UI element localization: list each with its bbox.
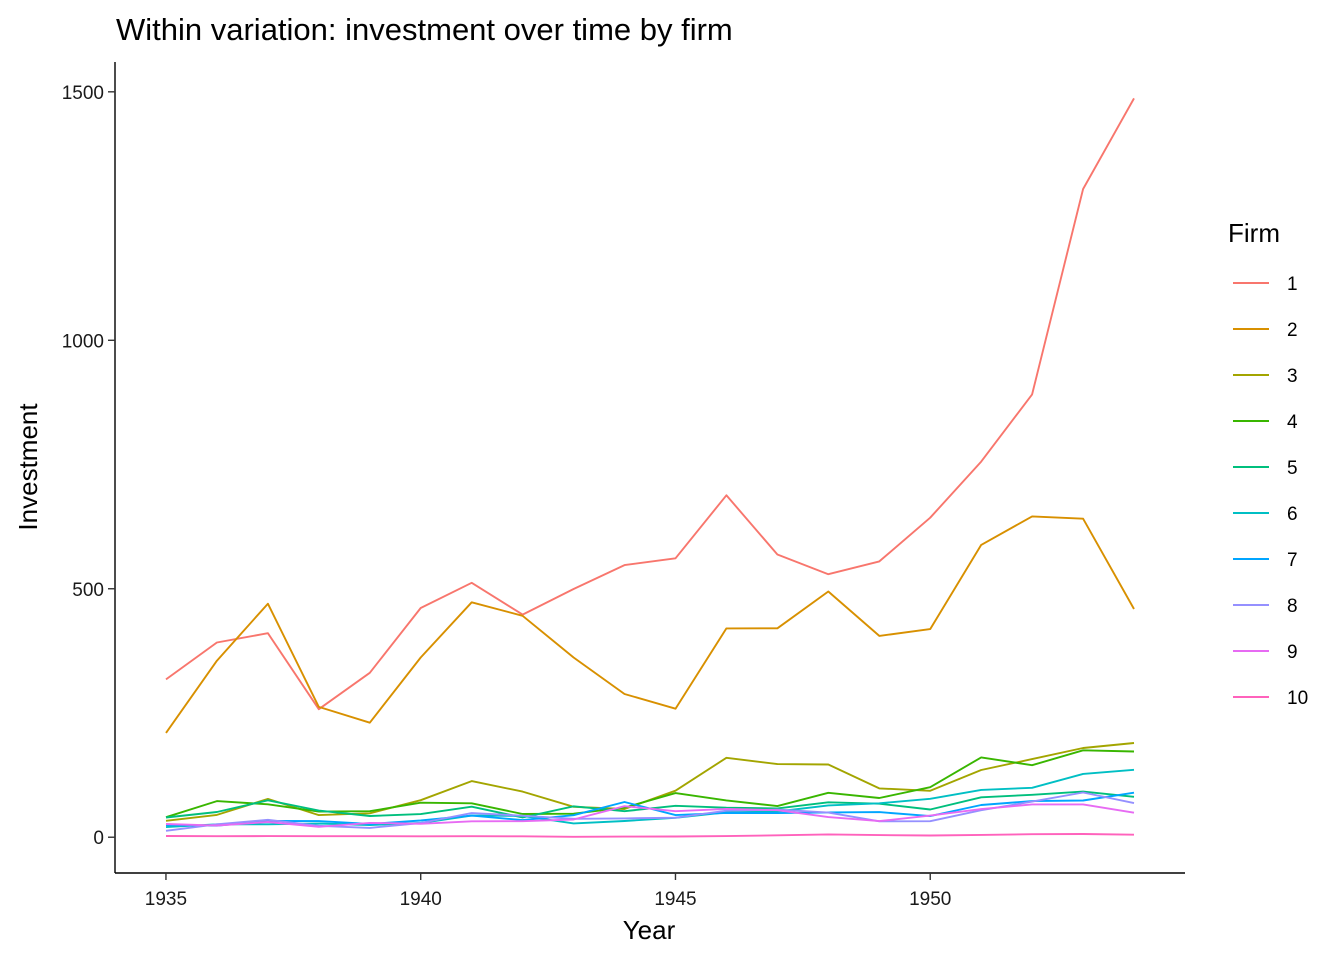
legend-label-firm-9: 9	[1287, 642, 1298, 663]
series-line-firm-9	[165, 803, 1135, 828]
x-axis-ticks: 1935 1940 1945 1950	[145, 873, 951, 910]
plot-area: 0 500 1000 1500 1935 1940 1945 1950	[62, 62, 1185, 910]
x-tick-label: 1950	[909, 889, 951, 910]
chart-title: Within variation: investment over time b…	[116, 12, 733, 47]
legend-label-firm-6: 6	[1287, 504, 1298, 525]
legend-item-firm-5: 5	[1233, 458, 1298, 479]
legend-item-firm-10: 10	[1233, 688, 1308, 709]
y-tick-label: 1000	[62, 331, 104, 352]
legend: Firm 1 2 3 4 5 6 7 8 9 10	[1228, 218, 1308, 709]
y-tick-label: 500	[72, 580, 104, 601]
legend-item-firm-3: 3	[1233, 366, 1298, 387]
legend-label-firm-8: 8	[1287, 596, 1298, 617]
series-line-firm-2	[165, 515, 1135, 734]
y-axis-ticks: 0 500 1000 1500	[62, 83, 115, 849]
series-line-firm-8	[165, 791, 1135, 832]
legend-label-firm-10: 10	[1287, 688, 1308, 709]
legend-item-firm-2: 2	[1233, 320, 1298, 341]
legend-item-firm-9: 9	[1233, 642, 1298, 663]
legend-label-firm-5: 5	[1287, 458, 1298, 479]
legend-items: 1 2 3 4 5 6 7 8 9 10	[1233, 274, 1308, 709]
x-tick-label: 1945	[654, 889, 696, 910]
legend-item-firm-8: 8	[1233, 596, 1298, 617]
x-tick-label: 1940	[400, 889, 442, 910]
legend-label-firm-4: 4	[1287, 412, 1298, 433]
series-layer	[165, 97, 1135, 838]
legend-label-firm-7: 7	[1287, 550, 1298, 571]
legend-item-firm-4: 4	[1233, 412, 1298, 433]
legend-item-firm-7: 7	[1233, 550, 1298, 571]
series-line-firm-6	[165, 768, 1135, 829]
series-line-firm-10	[165, 833, 1135, 838]
y-tick-label: 1500	[62, 83, 104, 104]
y-tick-label: 0	[93, 828, 104, 849]
y-axis-title: Investment	[13, 403, 43, 531]
legend-label-firm-3: 3	[1287, 366, 1298, 387]
series-line-firm-4	[165, 749, 1135, 819]
legend-label-firm-1: 1	[1287, 274, 1298, 295]
series-line-firm-1	[165, 97, 1135, 711]
x-tick-label: 1935	[145, 889, 187, 910]
legend-item-firm-6: 6	[1233, 504, 1298, 525]
legend-title: Firm	[1228, 218, 1280, 248]
legend-item-firm-1: 1	[1233, 274, 1298, 295]
x-axis-title: Year	[623, 915, 676, 945]
legend-label-firm-2: 2	[1287, 320, 1298, 341]
